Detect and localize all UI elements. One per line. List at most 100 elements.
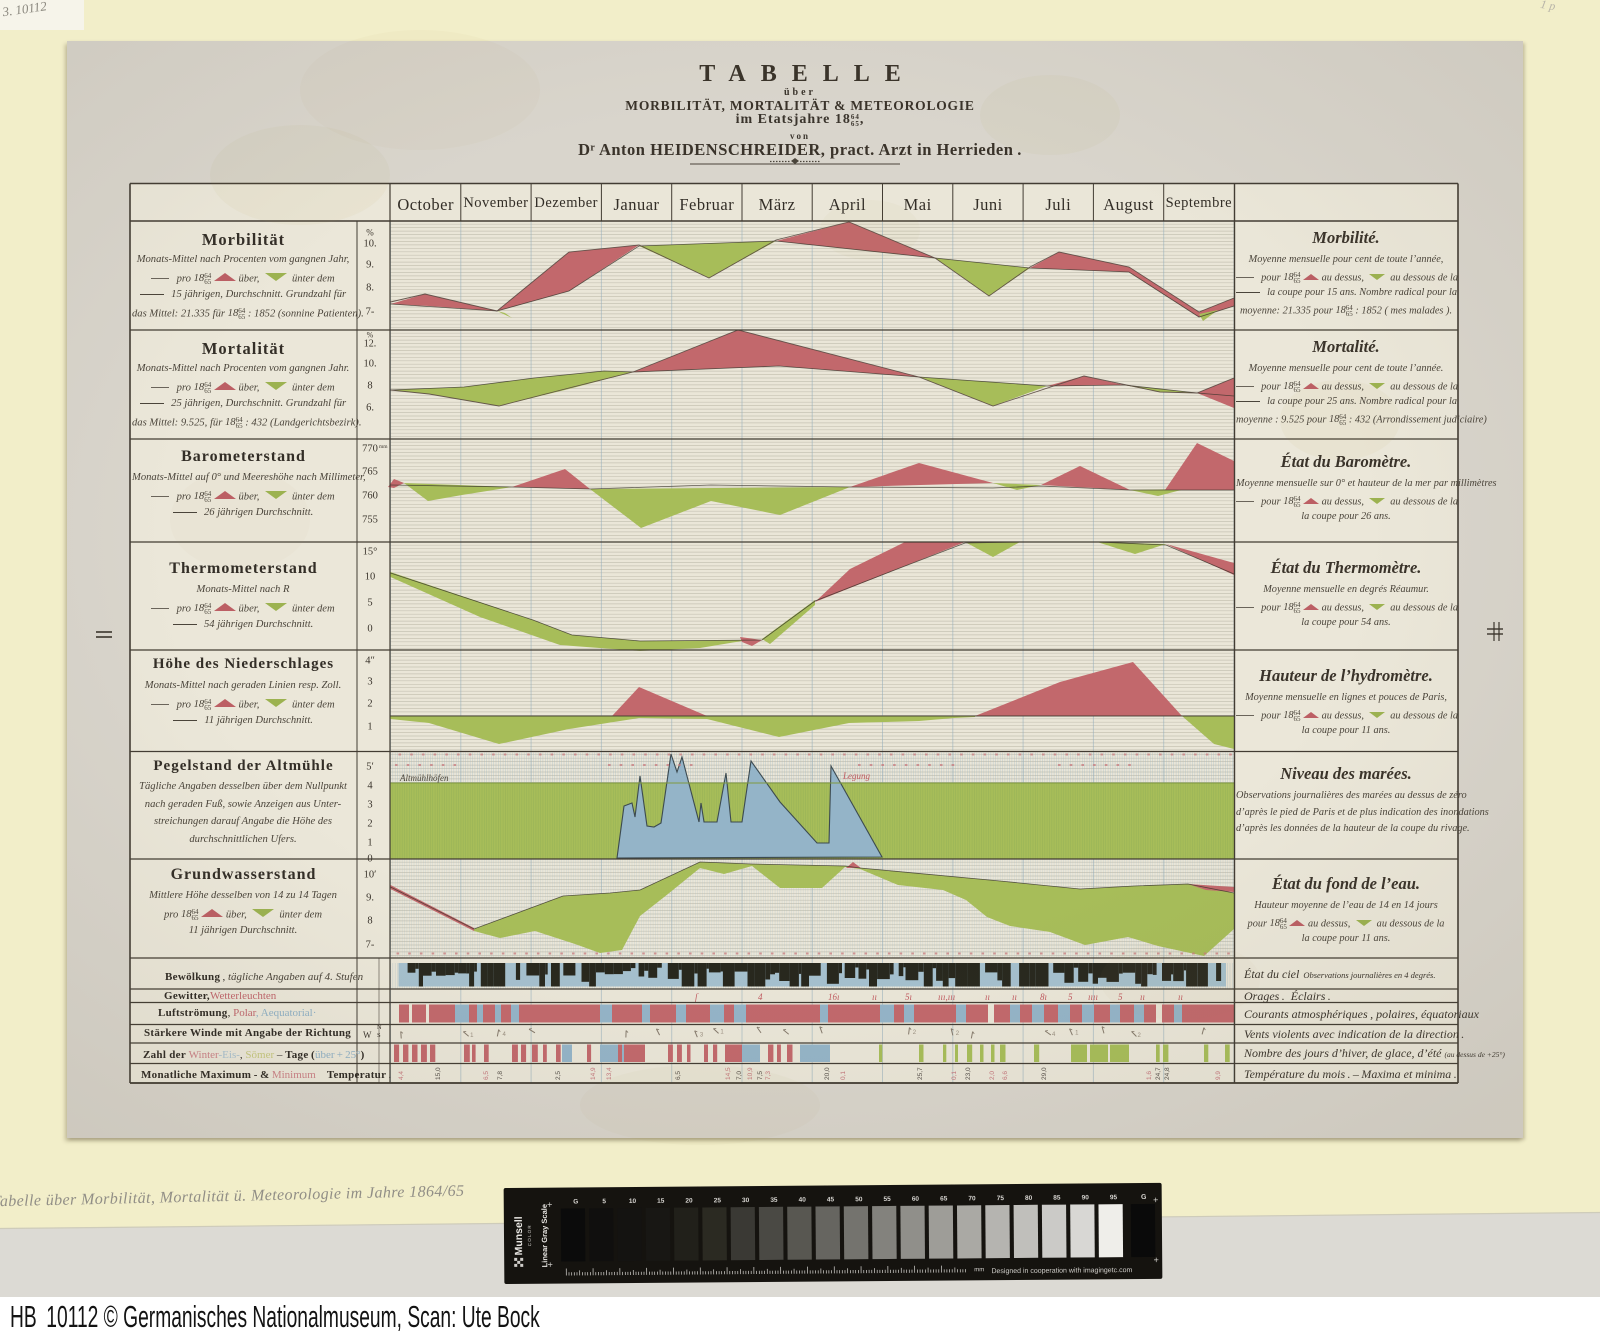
svg-text:1: 1 xyxy=(470,1033,474,1039)
svg-text:5: 5 xyxy=(367,598,372,609)
svg-text:+: + xyxy=(1154,1255,1159,1265)
svg-text:7,8: 7,8 xyxy=(497,1071,504,1080)
svg-text:G: G xyxy=(573,1198,578,1205)
svg-text:15: 15 xyxy=(657,1198,665,1205)
svg-text:35: 35 xyxy=(770,1197,778,1204)
svg-text:4: 4 xyxy=(758,992,763,1002)
svg-text:765: 765 xyxy=(362,467,378,478)
svg-text:C O L O R: C O L O R xyxy=(527,1225,532,1247)
svg-text:5: 5 xyxy=(602,1198,606,1205)
svg-text:5′: 5′ xyxy=(366,762,374,773)
svg-text:7-: 7- xyxy=(366,940,375,951)
svg-text:3: 3 xyxy=(700,1033,704,1039)
svg-text:1: 1 xyxy=(1075,1031,1079,1037)
svg-text:2: 2 xyxy=(367,699,372,710)
svg-text:25,7: 25,7 xyxy=(917,1067,924,1080)
svg-text:755: 755 xyxy=(362,515,378,526)
svg-text:10: 10 xyxy=(365,572,376,583)
svg-text:7,3: 7,3 xyxy=(765,1071,772,1080)
svg-text:8: 8 xyxy=(367,916,372,927)
svg-text:25: 25 xyxy=(714,1197,722,1204)
svg-text:65: 65 xyxy=(940,1196,948,1203)
svg-text:8: 8 xyxy=(367,381,372,392)
svg-text:Designed in cooperation with i: Designed in cooperation with imagingetc.… xyxy=(991,1267,1132,1275)
svg-text:20,0: 20,0 xyxy=(824,1067,831,1080)
svg-text:770: 770 xyxy=(362,444,378,455)
svg-text:%: % xyxy=(367,331,374,340)
svg-text:85: 85 xyxy=(1053,1195,1061,1202)
svg-text:2,5: 2,5 xyxy=(555,1071,562,1080)
svg-text:6,5: 6,5 xyxy=(675,1071,682,1080)
svg-text:60: 60 xyxy=(912,1196,920,1203)
svg-text:1: 1 xyxy=(367,722,372,733)
svg-text:15,0: 15,0 xyxy=(435,1067,442,1080)
svg-text:+: + xyxy=(1153,1195,1158,1205)
svg-text:G: G xyxy=(1141,1194,1147,1201)
svg-text:3: 3 xyxy=(367,677,372,688)
svg-text:4,4: 4,4 xyxy=(398,1071,405,1080)
svg-text:3: 3 xyxy=(367,800,372,811)
svg-text:7-: 7- xyxy=(366,307,375,318)
svg-text:ııı,ııı: ııı,ııı xyxy=(938,992,955,1002)
svg-text:2: 2 xyxy=(913,1030,917,1036)
svg-text:23,0: 23,0 xyxy=(965,1067,972,1080)
svg-text:10′: 10′ xyxy=(364,870,377,881)
svg-text:mm: mm xyxy=(379,444,388,450)
svg-text:24,7: 24,7 xyxy=(1155,1067,1162,1080)
svg-text:4: 4 xyxy=(503,1032,507,1038)
svg-text:4: 4 xyxy=(367,781,373,792)
svg-text:Altmühlhöfen: Altmühlhöfen xyxy=(399,773,449,783)
svg-text:10.: 10. xyxy=(363,359,376,370)
svg-text:2: 2 xyxy=(367,819,372,830)
svg-text:30: 30 xyxy=(742,1197,750,1204)
svg-text:80: 80 xyxy=(1025,1195,1033,1202)
svg-text:20: 20 xyxy=(685,1198,693,1205)
svg-text:29,0: 29,0 xyxy=(1041,1067,1048,1080)
svg-text:6,5: 6,5 xyxy=(483,1071,490,1080)
svg-text:12.: 12. xyxy=(364,339,377,350)
svg-text:40: 40 xyxy=(799,1197,807,1204)
svg-text:1: 1 xyxy=(720,1030,724,1036)
svg-text:14,9: 14,9 xyxy=(590,1067,597,1080)
svg-text:7,5: 7,5 xyxy=(757,1071,764,1080)
svg-text:6.: 6. xyxy=(366,403,374,414)
svg-text:0,1: 0,1 xyxy=(840,1071,847,1080)
svg-text:9.: 9. xyxy=(366,893,374,904)
svg-text:90: 90 xyxy=(1082,1194,1090,1201)
svg-text:24,8: 24,8 xyxy=(1164,1067,1171,1080)
svg-text:55: 55 xyxy=(883,1196,891,1203)
svg-text:0: 0 xyxy=(367,624,372,635)
svg-text:70: 70 xyxy=(968,1195,976,1202)
svg-text:95: 95 xyxy=(1110,1194,1118,1201)
svg-text:16ı: 16ı xyxy=(828,992,840,1002)
svg-text:Legung: Legung xyxy=(842,771,871,781)
svg-text:6,6: 6,6 xyxy=(1002,1071,1009,1080)
svg-text:ıı: ıı xyxy=(1012,992,1017,1002)
svg-text:50: 50 xyxy=(855,1196,863,1203)
svg-text:ıı: ıı xyxy=(1140,992,1145,1002)
svg-text:14,5: 14,5 xyxy=(725,1067,732,1080)
svg-text:5: 5 xyxy=(1068,992,1073,1002)
svg-text:ıı: ıı xyxy=(1178,992,1183,1002)
svg-text:2: 2 xyxy=(956,1031,960,1037)
svg-text:Munsell: Munsell xyxy=(513,1216,525,1255)
svg-text:2,0: 2,0 xyxy=(989,1071,996,1080)
svg-text:4″: 4″ xyxy=(365,656,375,667)
svg-text:45: 45 xyxy=(827,1196,835,1203)
svg-text:+: + xyxy=(548,1260,553,1270)
svg-text:5: 5 xyxy=(1118,992,1123,1002)
svg-text:ıı: ıı xyxy=(985,992,990,1002)
svg-text:0: 0 xyxy=(367,854,372,865)
svg-text:8ı: 8ı xyxy=(1040,992,1047,1002)
svg-text:10,9: 10,9 xyxy=(747,1067,754,1080)
svg-text:%: % xyxy=(366,228,374,238)
svg-text:7,0: 7,0 xyxy=(736,1071,743,1080)
svg-text:1,6: 1,6 xyxy=(1146,1071,1153,1080)
svg-text:ſ: ſ xyxy=(695,992,699,1002)
svg-text:2: 2 xyxy=(1138,1033,1142,1039)
svg-text:9.: 9. xyxy=(366,260,374,271)
svg-text:Linear Gray Scale: Linear Gray Scale xyxy=(540,1204,549,1267)
svg-text:15°: 15° xyxy=(363,547,378,558)
svg-text:75: 75 xyxy=(997,1195,1005,1202)
svg-text:8.: 8. xyxy=(366,283,374,294)
